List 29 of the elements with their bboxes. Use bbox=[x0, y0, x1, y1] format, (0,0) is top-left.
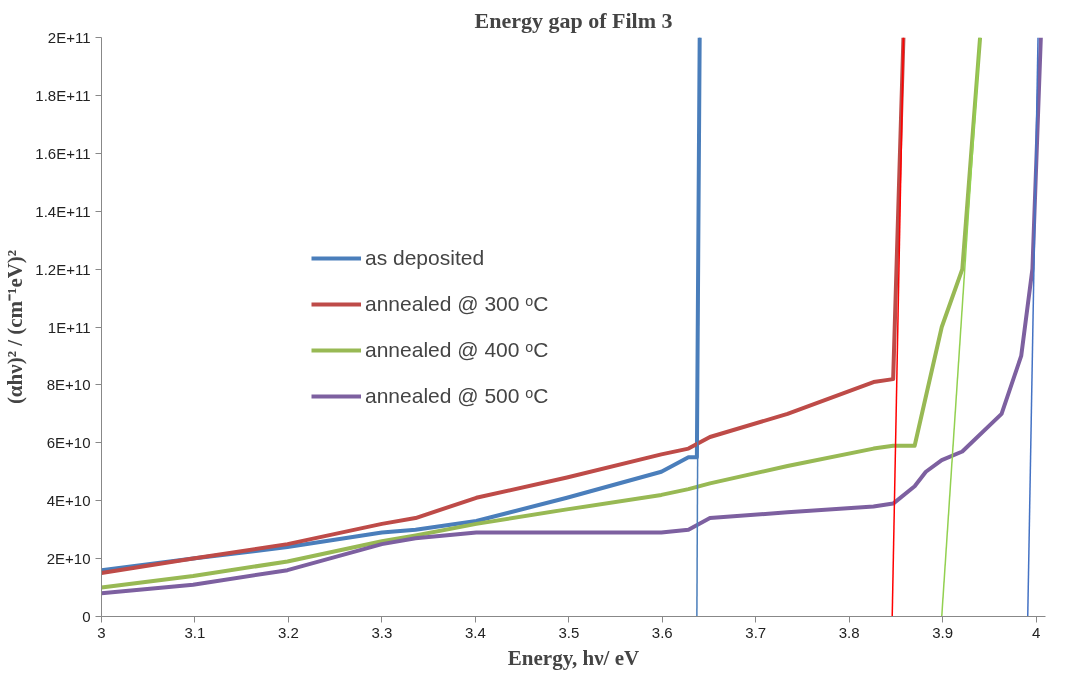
y-tick-label: 1.2E+11 bbox=[35, 260, 91, 278]
x-tick-label: 3.9 bbox=[932, 623, 954, 641]
y-tick-label: 8E+10 bbox=[46, 376, 91, 394]
y-tick-label: 6E+10 bbox=[46, 434, 91, 452]
x-tick-label: 3.6 bbox=[651, 623, 673, 641]
x-tick-label: 3.1 bbox=[184, 623, 206, 641]
legend-label: annealed @ 400 ᵒC bbox=[365, 337, 549, 362]
x-tick-label: 3.2 bbox=[278, 623, 299, 641]
x-tick-label: 3.7 bbox=[745, 623, 767, 641]
x-tick-label: 3.8 bbox=[838, 623, 860, 641]
y-tick-label: 1.4E+11 bbox=[35, 202, 91, 220]
x-tick-label: 3 bbox=[97, 623, 106, 641]
x-tick-label: 3.4 bbox=[464, 623, 486, 641]
chart-title: Energy gap of Film 3 bbox=[474, 7, 673, 33]
x-axis-title: Energy, hν/ eV bbox=[507, 645, 640, 670]
y-tick-label: 2E+11 bbox=[47, 29, 91, 46]
x-tick-label: 3.3 bbox=[371, 623, 393, 641]
y-tick-label: 1.8E+11 bbox=[35, 86, 91, 104]
legend-label: annealed @ 300 ᵒC bbox=[365, 291, 549, 316]
y-tick-label: 1E+11 bbox=[47, 318, 91, 336]
y-tick-label: 1.6E+11 bbox=[35, 144, 91, 162]
x-tick-label: 4 bbox=[1031, 623, 1041, 641]
y-axis-title: (αhν)² / (cm⁻¹eV)² bbox=[3, 249, 28, 405]
legend-label: annealed @ 500 ᵒC bbox=[365, 383, 549, 408]
legend-label: as deposited bbox=[365, 245, 485, 270]
y-tick-label: 2E+10 bbox=[46, 550, 91, 568]
x-tick-label: 3.5 bbox=[558, 623, 580, 641]
y-tick-label: 0 bbox=[82, 608, 91, 625]
y-tick-label: 4E+10 bbox=[46, 492, 91, 510]
